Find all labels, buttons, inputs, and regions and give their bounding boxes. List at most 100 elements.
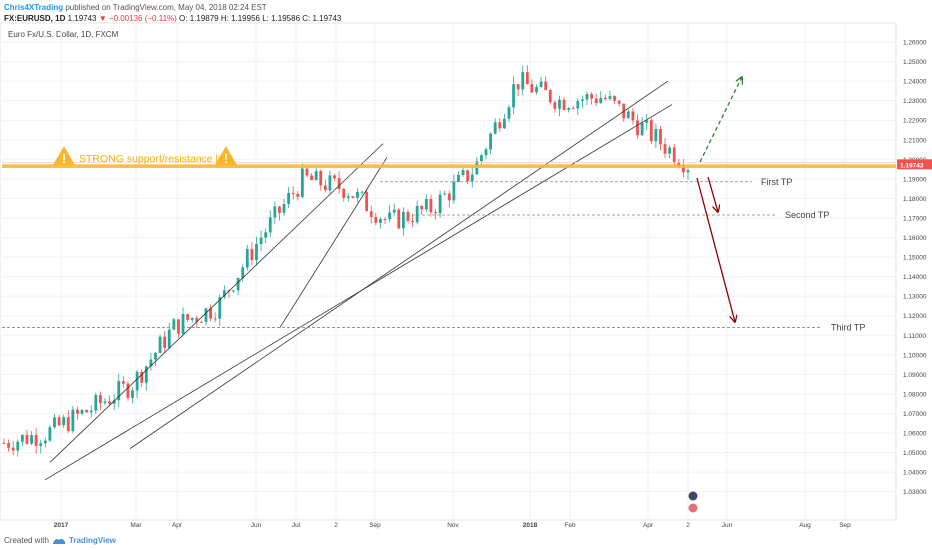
- candle-body: [365, 191, 369, 212]
- candle-body: [484, 149, 488, 156]
- candle-body: [305, 168, 309, 176]
- candle-body: [608, 95, 612, 100]
- y-tick-label: 1.03000: [903, 489, 927, 496]
- y-tick-label: 1.13000: [903, 294, 927, 301]
- candle-body: [154, 352, 157, 360]
- trendline-upper: [129, 80, 669, 449]
- candle-body: [314, 171, 318, 181]
- candle-body: [429, 198, 433, 213]
- candle-body: [264, 232, 268, 238]
- candle-body: [282, 203, 286, 213]
- candle-body: [140, 371, 144, 383]
- x-tick-label: Apr: [172, 522, 183, 529]
- candle-body: [25, 434, 29, 444]
- candle-body: [457, 174, 460, 182]
- candle-body: [626, 111, 630, 119]
- candle-body: [241, 267, 245, 278]
- warning-mark: !: [62, 151, 66, 166]
- x-tick-label: 2: [686, 522, 690, 529]
- arrow-third-tp: [696, 177, 735, 322]
- candle-body: [131, 390, 134, 398]
- candle-body: [603, 97, 607, 100]
- candle-body: [411, 220, 414, 223]
- y-tick-label: 1.09000: [903, 372, 927, 379]
- candle-body: [539, 81, 543, 87]
- plot-area: [0, 22, 897, 521]
- x-tick-label: Jun: [722, 522, 733, 529]
- x-tick-label: 2: [334, 522, 338, 529]
- trendline-inner: [279, 157, 388, 328]
- symbol-label: FX:EURUSD, 1D: [4, 14, 66, 23]
- candle-body: [576, 101, 580, 109]
- candle-body: [39, 443, 43, 446]
- candle-body: [562, 99, 566, 110]
- candle-body: [466, 170, 470, 182]
- x-tick-label: Sep: [839, 522, 851, 529]
- y-tick-label: 1.21000: [903, 137, 927, 144]
- y-tick-label: 1.22000: [903, 118, 927, 125]
- candle-body: [85, 410, 89, 413]
- x-tick-label: 2017: [54, 522, 69, 529]
- x-tick-label: Jun: [251, 522, 262, 529]
- candle-body: [447, 193, 451, 201]
- last-price: 1.19743: [67, 14, 97, 23]
- y-tick-label: 1.16000: [903, 235, 927, 242]
- candle-body: [57, 417, 61, 426]
- candle-body: [167, 329, 171, 348]
- candle-body: [590, 94, 593, 99]
- candle-body: [236, 277, 240, 291]
- candle-body: [649, 120, 653, 142]
- candle-body: [438, 194, 442, 214]
- y-tick-label: 1.17000: [903, 215, 927, 222]
- candle-body: [163, 336, 167, 348]
- x-tick-label: Nov: [447, 522, 459, 529]
- candle-body: [259, 237, 263, 244]
- candle-body: [383, 219, 387, 221]
- candle-body: [640, 122, 644, 136]
- candle-body: [181, 314, 185, 334]
- warning-icon: [53, 146, 75, 165]
- y-tick-label: 1.05000: [903, 450, 927, 457]
- candle-body: [287, 193, 291, 204]
- candle-body: [613, 95, 616, 101]
- candle-body: [452, 181, 456, 201]
- candle-body: [374, 216, 378, 223]
- candle-body: [296, 193, 300, 197]
- candle-body: [144, 366, 148, 383]
- candle-body: [645, 120, 649, 123]
- price-tag-label: 1.19743: [900, 162, 924, 169]
- target-label: First TP: [761, 177, 792, 187]
- candle-body: [76, 409, 79, 414]
- author-link[interactable]: Chris4XTrading: [4, 3, 64, 12]
- arrow-bullish: [699, 77, 742, 163]
- footer-brand[interactable]: TradingView: [68, 536, 116, 545]
- candle-body: [135, 371, 139, 391]
- candle-body: [94, 395, 98, 411]
- warning-mark: !: [224, 151, 228, 166]
- y-tick-label: 1.14000: [903, 274, 927, 281]
- candle-body: [346, 196, 350, 198]
- candle-body: [535, 86, 538, 93]
- candle-body: [333, 175, 336, 179]
- y-tick-label: 1.12000: [903, 313, 927, 320]
- candle-body: [103, 401, 107, 404]
- candle-body: [489, 133, 493, 150]
- candle-body: [80, 410, 84, 414]
- chart-title: Euro Fx/U.S. Dollar, 1D, FXCM: [8, 30, 119, 39]
- candle-body: [2, 442, 6, 444]
- candle-body: [388, 212, 392, 220]
- candle-body: [594, 98, 598, 104]
- candle-body: [7, 442, 10, 448]
- candle-body: [268, 217, 272, 233]
- candle-body: [369, 211, 373, 217]
- candle-body: [209, 308, 212, 319]
- price-change: −0.00136 (−0.11%): [108, 14, 177, 23]
- price-tag: [897, 159, 932, 170]
- candle-body: [62, 417, 66, 426]
- candle-body: [20, 434, 24, 442]
- candle-body: [498, 122, 502, 129]
- candle-body: [530, 84, 534, 93]
- candle-body: [663, 144, 667, 154]
- candle-body: [158, 336, 162, 353]
